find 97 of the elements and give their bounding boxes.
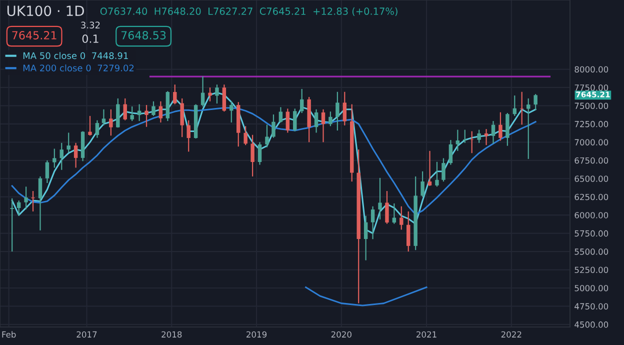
candlestick bbox=[265, 124, 269, 148]
candlestick bbox=[392, 202, 396, 224]
y-tick-label: 4750.00 bbox=[574, 303, 608, 310]
candlestick bbox=[66, 132, 70, 153]
candlestick bbox=[109, 108, 113, 136]
y-tick-label: 6750.00 bbox=[574, 157, 608, 164]
candlestick bbox=[378, 177, 382, 220]
y-tick-label: 6250.00 bbox=[574, 194, 608, 200]
candlestick bbox=[10, 198, 14, 252]
x-tick-label: 2017 bbox=[76, 331, 97, 338]
candlestick bbox=[342, 91, 347, 126]
annotation: 0.1 bbox=[82, 34, 98, 43]
y-tick-label: 7250.00 bbox=[574, 120, 608, 128]
candlestick bbox=[370, 206, 375, 240]
candlestick bbox=[102, 108, 106, 126]
annotation: 3.32 bbox=[81, 22, 100, 28]
x-tick-label: 2019 bbox=[246, 331, 267, 338]
candlestick bbox=[328, 110, 332, 127]
candlestick bbox=[24, 186, 28, 210]
candlestick bbox=[208, 86, 212, 102]
y-tick-label: 7500.00 bbox=[574, 102, 608, 110]
candlestick bbox=[250, 134, 254, 177]
y-tick-label: 4500.00 bbox=[574, 321, 608, 328]
line-series bbox=[305, 286, 428, 306]
candlestick bbox=[38, 176, 42, 231]
candlestick bbox=[293, 108, 297, 132]
candlestick bbox=[116, 98, 120, 128]
candlestick bbox=[215, 84, 219, 104]
y-tick-label: 8000.00 bbox=[574, 66, 608, 73]
candlestick bbox=[470, 130, 474, 154]
candlestick bbox=[130, 106, 134, 122]
x-tick-label: 2018 bbox=[162, 331, 182, 338]
y-tick-label: 5250.00 bbox=[574, 266, 608, 274]
y-tick-label: 7750.00 bbox=[574, 84, 608, 91]
candlestick bbox=[144, 104, 148, 128]
candlestick bbox=[173, 84, 177, 105]
x-tick-label: Feb bbox=[2, 331, 16, 338]
candlestick bbox=[16, 200, 21, 216]
y-tick-label: 5500.00 bbox=[574, 248, 608, 255]
candlestick bbox=[186, 120, 190, 152]
y-tick-label: 6000.00 bbox=[574, 212, 608, 218]
legend-label: MA 50 close 0 7448.91 bbox=[23, 52, 128, 60]
annotation: 7648.53 bbox=[121, 31, 166, 40]
candlestick bbox=[512, 94, 517, 116]
x-tick-label: 2021 bbox=[416, 331, 436, 338]
candlestick bbox=[448, 139, 453, 166]
candlestick bbox=[74, 142, 78, 168]
candlestick bbox=[158, 100, 163, 124]
candlestick bbox=[406, 210, 410, 252]
candlestick bbox=[400, 206, 404, 230]
candlestick bbox=[45, 160, 50, 184]
candlestick bbox=[314, 108, 318, 134]
annotation: 7645.21 bbox=[12, 31, 56, 40]
y-tick-label: 7000.00 bbox=[574, 139, 608, 146]
candlestick bbox=[498, 112, 502, 142]
candlestick bbox=[364, 215, 368, 261]
candlestick bbox=[442, 158, 446, 182]
candlestick bbox=[230, 100, 234, 124]
candlestick bbox=[484, 128, 488, 146]
y-tick-label: 5750.00 bbox=[574, 230, 608, 237]
x-tick-label: 2022 bbox=[501, 331, 522, 338]
annotation: O7637.40 H7648.20 L7627.27 C7645.21 +12.83 (+0.17%) bbox=[100, 7, 398, 16]
candlestick bbox=[286, 108, 290, 134]
candlestick bbox=[200, 76, 205, 108]
candlestick bbox=[321, 108, 326, 143]
candlestick bbox=[435, 161, 439, 188]
candlestick bbox=[152, 100, 156, 116]
candlestick bbox=[520, 91, 524, 126]
annotation: UK100 · 1D bbox=[7, 6, 84, 16]
x-tick-label: 2020 bbox=[331, 331, 352, 338]
y-tick-label: 5000.00 bbox=[574, 284, 608, 292]
candlestick bbox=[60, 142, 64, 170]
candlestick bbox=[463, 129, 467, 144]
candlestick bbox=[491, 120, 496, 144]
candlestick bbox=[258, 142, 262, 166]
candlestick bbox=[336, 91, 340, 132]
candlestick bbox=[526, 98, 530, 160]
candlestick bbox=[244, 126, 248, 146]
y-tick-label: 6500.00 bbox=[574, 176, 608, 182]
candlestick bbox=[534, 94, 538, 111]
candlestick bbox=[88, 115, 92, 136]
candlestick bbox=[477, 129, 481, 144]
candlestick bbox=[123, 98, 127, 121]
candlestick bbox=[420, 170, 424, 198]
candlestick bbox=[180, 98, 184, 138]
candlestick bbox=[385, 190, 389, 224]
legend-label: MA 200 close 0 7279.02 bbox=[23, 64, 134, 72]
candlestick bbox=[506, 112, 510, 146]
candlestick bbox=[456, 129, 460, 152]
candlestick bbox=[222, 84, 226, 112]
candlestick bbox=[95, 120, 100, 138]
candlestick bbox=[137, 104, 142, 122]
candlestick bbox=[278, 106, 283, 124]
candlestick bbox=[52, 148, 56, 168]
candlestick bbox=[272, 114, 276, 138]
candlestick bbox=[428, 150, 432, 186]
candlestick bbox=[300, 88, 304, 114]
